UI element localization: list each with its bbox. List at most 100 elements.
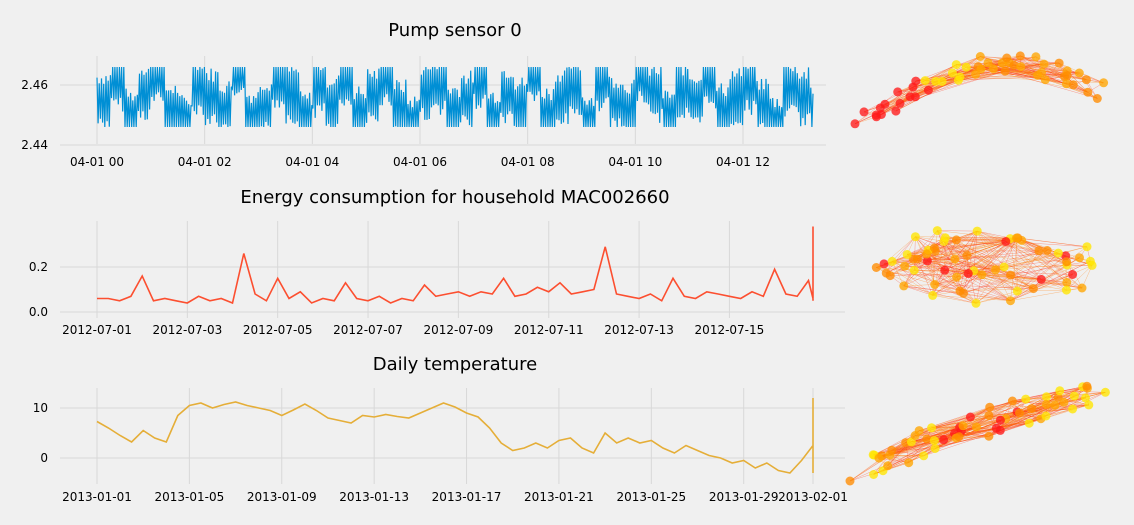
x-axis: 04-01 00 04-01 02 04-01 04 04-01 06 04-01 08… [70,155,770,169]
graph-edge [980,68,1088,93]
graph-node [983,58,993,68]
graph-edge [927,238,1011,262]
graph-node [1050,400,1060,410]
graph-edge [1041,72,1080,74]
graph-node [845,476,855,486]
graph-node [1012,233,1021,243]
graph-edge [988,412,1020,437]
graph-edge [1016,237,1087,247]
graph-edge [996,408,1032,429]
graph-edge [966,241,1006,256]
graph-node [1040,75,1050,85]
graph-node [1028,284,1038,294]
graph-edge [1000,404,1047,431]
graph-edge [996,386,1083,429]
graph-node [1055,386,1065,396]
graph-node [1068,404,1078,414]
graph-node [972,422,981,432]
graph-edge [980,56,1006,72]
graph-edge [904,265,1005,268]
x-tick-label: 04-01 10 [608,155,662,169]
graph-edge [892,236,916,262]
graph-edge [1010,274,1083,289]
graph-edge [944,270,1034,289]
graph-edge [1009,238,1042,280]
graph-edge [1033,274,1073,289]
graph-edge [934,241,1006,285]
graph-edge [935,250,967,256]
graph-edge [959,255,968,291]
graph-node [958,421,968,431]
graph-node [859,107,869,117]
graph-edge [981,237,1018,275]
graph-edge [1025,397,1059,400]
graph-edge [995,269,1034,289]
x-tick-label: 04-01 02 [178,155,232,169]
graph-edge [927,260,1005,268]
graph-node [923,85,933,95]
x-tick-label: 2012-07-09 [424,323,494,337]
graph-node [1062,277,1072,287]
graph-node [874,453,884,463]
graph-edge [895,66,979,112]
graph-edge [923,437,957,457]
graph-edge [1066,265,1093,291]
graph-edge [1003,237,1017,268]
graph-edge [903,285,933,296]
graph-edge [899,80,926,104]
graph-edge [873,435,916,456]
graph-edge [988,398,1026,416]
graph-edge [904,238,1011,267]
graph-node [920,76,930,86]
graph-edge [1033,261,1091,289]
graph-edge [1020,66,1088,93]
graph-edge [952,72,1038,76]
graph-node [887,256,897,266]
graph-edge [977,230,1042,280]
graph-edge [935,420,1001,449]
graph-edge [934,284,1011,301]
graph-node [1082,381,1092,391]
graph-edge [945,237,1034,289]
graph-edge [911,427,960,443]
graph-node [850,119,860,129]
graph-node [914,426,924,436]
graph-edge [915,236,944,242]
graph-edge [925,64,957,81]
graph-edge [1017,289,1067,292]
graph-edge [1059,390,1106,393]
daily-temperature-chart: Daily temperature 010 2013-01-01 2013-01-… [33,354,848,504]
graph-edge [1016,390,1060,413]
graph-node [1061,79,1071,89]
graph-edge [880,64,957,109]
graph-node [1062,257,1072,267]
graph-edge [963,238,1011,294]
x-tick-label: 04-01 12 [716,155,770,169]
graph-edge [1017,252,1059,292]
graph-edge [903,284,935,287]
graph-node [928,290,938,300]
graph-edge [958,75,1038,81]
graph-edge [915,236,1017,239]
graph-node [1075,253,1084,263]
x-tick-label: 04-01 00 [70,155,124,169]
y-tick-label: 10 [33,401,48,415]
graph-node [930,280,940,289]
graph-edge [973,250,1039,272]
graph-edge [889,415,989,456]
graph-edge [943,241,1034,289]
graph-edge [1012,400,1047,405]
graph-node [1009,60,1019,70]
graph-edge [919,430,957,439]
graph-edge [966,255,1067,263]
graph-edge [1006,57,1060,64]
graph-edge [1006,57,1087,80]
graph-edge [1033,261,1067,289]
graph-node [1099,78,1109,88]
graph-node [1036,274,1046,284]
graph-node [887,445,897,455]
graph-edge [887,427,932,466]
x-tick-label: 04-01 06 [393,155,447,169]
graph-edge [945,237,1042,280]
x-tick-label: 2013-01-25 [616,490,686,504]
